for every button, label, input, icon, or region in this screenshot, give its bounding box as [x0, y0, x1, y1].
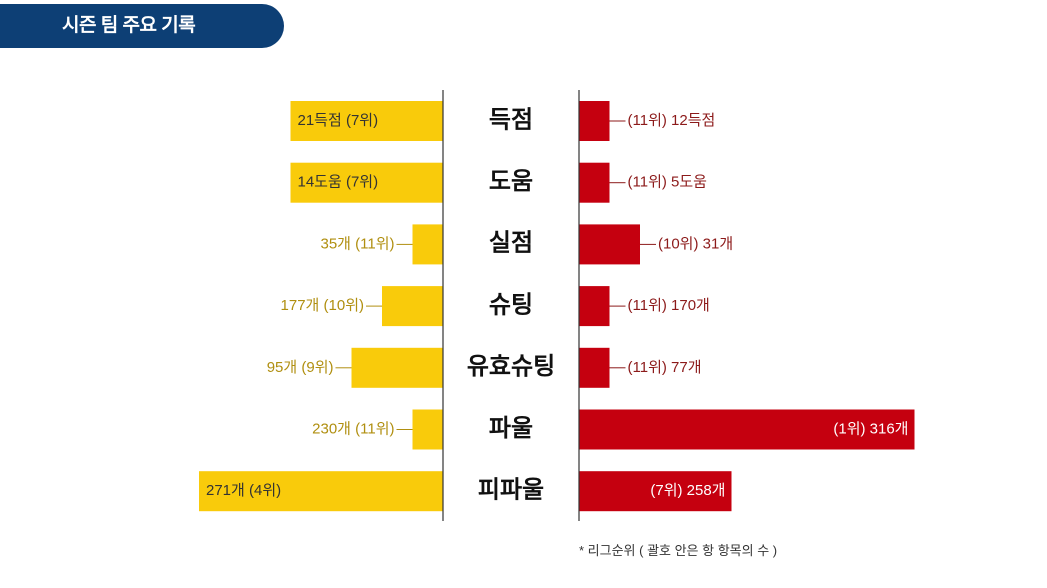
- right-value-label: (1위) 316개: [833, 420, 908, 437]
- category-label: 도움: [489, 168, 533, 195]
- left-bar: [382, 286, 443, 327]
- right-bar: [579, 471, 732, 512]
- right-value-label: (11위) 170개: [628, 297, 710, 314]
- left-bar: [199, 471, 443, 512]
- left-value-label: 35개 (11위): [320, 235, 394, 252]
- category-label: 득점: [489, 106, 533, 133]
- left-value-label: 230개 (11위): [312, 420, 394, 437]
- right-bar: [579, 409, 915, 450]
- right-bar: [579, 347, 610, 388]
- left-value-label: 177개 (10위): [281, 297, 364, 314]
- category-label: 피파울: [478, 477, 544, 504]
- left-value-label: 271개 (4위): [206, 482, 281, 499]
- page-title: 시즌 팀 주요 기록: [62, 15, 196, 36]
- right-value-label: (11위) 77개: [628, 359, 702, 376]
- right-value-label: (10위) 31개: [658, 235, 733, 252]
- right-value-label: (11위) 5도움: [628, 174, 707, 191]
- left-bar: [412, 224, 443, 265]
- right-value-label: (7위) 258개: [650, 482, 725, 499]
- left-bar: [412, 409, 443, 450]
- header-tab: 시즌 팀 주요 기록: [0, 4, 284, 48]
- footnote: * 리그순위 ( 괄호 안은 항 항목의 수 ): [579, 543, 778, 558]
- category-label: 파울: [489, 415, 533, 442]
- left-bar: [290, 101, 443, 141]
- left-value-label: 95개 (9위): [267, 359, 334, 376]
- category-label: 슈팅: [489, 291, 533, 318]
- right-bar: [579, 101, 610, 141]
- left-value-label: 21득점 (7위): [298, 112, 379, 129]
- category-label: 유효슈팅: [467, 353, 555, 380]
- left-value-label: 14도움 (7위): [298, 174, 379, 191]
- category-label: 실점: [489, 230, 533, 257]
- left-bar: [290, 162, 443, 203]
- right-bar: [579, 162, 610, 203]
- butterfly-bar-chart: 21득점 (7위) 득점 (11위) 12득점 14도움 (7위) 도움 (11위) 5도…: [199, 90, 915, 521]
- right-bar: [579, 286, 610, 327]
- left-bar: [351, 347, 443, 388]
- right-bar: [579, 224, 640, 265]
- right-value-label: (11위) 12득점: [628, 112, 716, 129]
